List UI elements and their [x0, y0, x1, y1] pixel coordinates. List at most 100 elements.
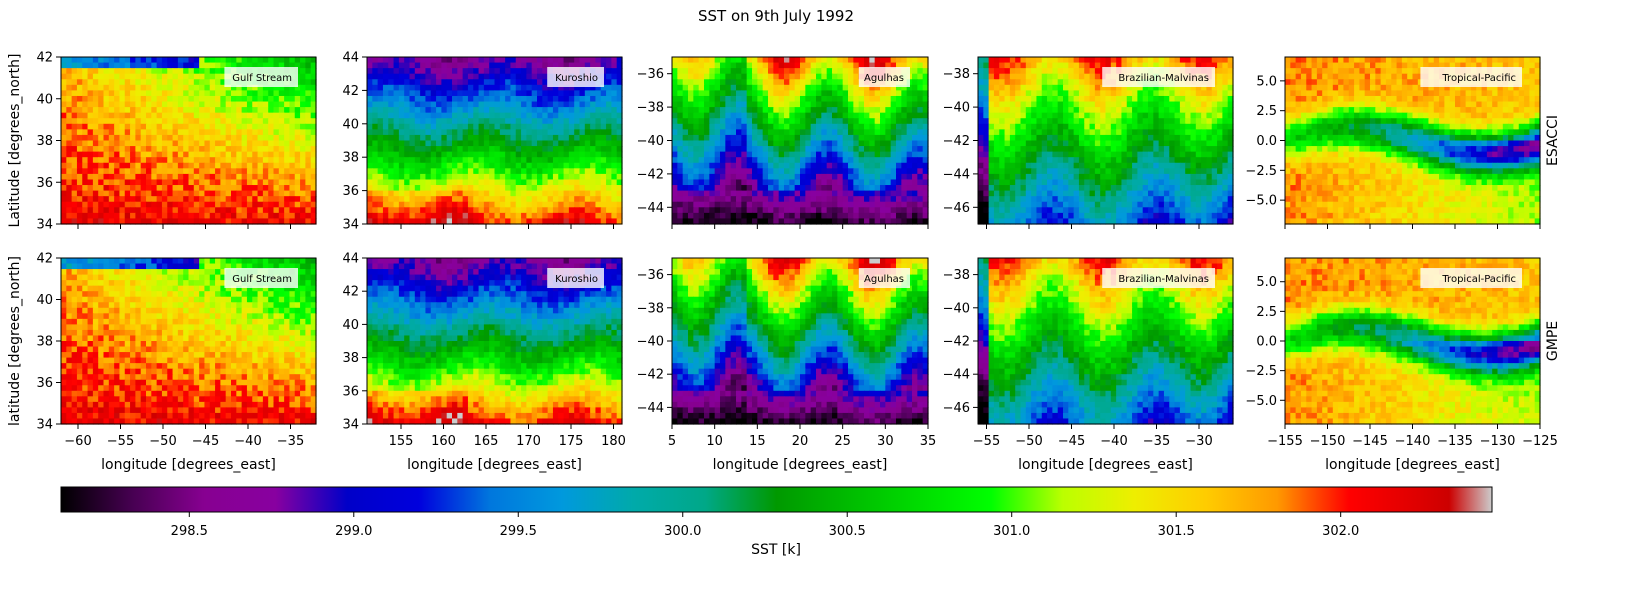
heatmap-cell [231, 196, 237, 203]
heatmap-cell [236, 179, 243, 186]
heatmap-cell [880, 134, 886, 142]
heatmap-cell [209, 118, 216, 125]
heatmap-cell [300, 90, 306, 97]
heatmap-cell [563, 95, 570, 103]
heatmap-cell [526, 162, 533, 169]
heatmap-cell [124, 173, 131, 181]
heatmap-cell [409, 162, 416, 169]
heatmap-cell [574, 157, 581, 164]
heatmap-cell [246, 57, 253, 64]
heatmap-cell [377, 196, 384, 203]
heatmap-cell [289, 173, 296, 181]
heatmap-cell [494, 173, 501, 181]
heatmap-cell [1110, 107, 1117, 114]
heatmap-cell [778, 79, 785, 86]
heatmap-cell [130, 123, 136, 130]
heatmap-cell [489, 218, 496, 225]
heatmap-cell [842, 201, 849, 208]
y-tick-label: 36 [342, 184, 359, 199]
heatmap-cell [114, 57, 121, 64]
heatmap-cell [294, 212, 301, 220]
heatmap-cell [241, 185, 248, 192]
heatmap-cell [161, 129, 168, 136]
heatmap-cell [901, 190, 908, 197]
heatmap-cell [382, 112, 389, 119]
heatmap-cell [1179, 90, 1186, 97]
heatmap-cell [848, 218, 854, 225]
heatmap-cell [473, 118, 480, 125]
heatmap-cell [278, 179, 285, 186]
heatmap-cell [268, 140, 275, 147]
heatmap-cell [1195, 62, 1202, 69]
heatmap-cell [762, 73, 769, 80]
heatmap-cell [906, 57, 913, 64]
heatmap-cell [848, 140, 854, 147]
heatmap-cell [537, 218, 543, 225]
heatmap-cell [98, 179, 105, 186]
heatmap-cell [1025, 84, 1032, 91]
heatmap-cell [499, 185, 506, 192]
heatmap-cell [268, 101, 275, 108]
heatmap-cell [725, 212, 732, 220]
heatmap-cell [246, 146, 253, 153]
heatmap-cell [305, 179, 312, 186]
heatmap-cell [294, 196, 301, 203]
heatmap-cell [156, 134, 163, 142]
heatmap-cell [746, 173, 753, 181]
heatmap-cell [151, 212, 158, 220]
heatmap-cell [531, 157, 538, 164]
heatmap-cell [82, 173, 89, 181]
heatmap-cell [720, 173, 726, 181]
heatmap-cell [521, 157, 527, 164]
heatmap-cell [1227, 95, 1234, 103]
heatmap-cell [606, 123, 612, 130]
heatmap-cell [199, 190, 206, 197]
heatmap-cell [231, 173, 237, 181]
heatmap-cell [98, 57, 105, 64]
heatmap-cell [436, 201, 442, 208]
heatmap-cell [1163, 107, 1170, 114]
heatmap-cell [1004, 62, 1011, 69]
heatmap-cell [457, 196, 464, 203]
heatmap-cell [278, 62, 285, 69]
heatmap-cell [858, 90, 865, 97]
heatmap-cell [257, 151, 264, 158]
heatmap-cell [1153, 107, 1160, 114]
heatmap-cell [1142, 118, 1149, 125]
heatmap-cell [393, 68, 400, 75]
heatmap-cell [568, 162, 575, 169]
heatmap-cell [810, 118, 817, 125]
heatmap-cell [151, 95, 158, 103]
heatmap-cell [606, 212, 612, 220]
heatmap-cell [768, 196, 774, 203]
heatmap-cell [515, 162, 522, 169]
heatmap-cell [393, 190, 400, 197]
heatmap-cell [499, 218, 506, 225]
heatmap-cell [76, 146, 83, 153]
heatmap-cell [167, 196, 174, 203]
heatmap-cell [377, 62, 384, 69]
heatmap-cell [130, 218, 136, 225]
heatmap-cell [82, 151, 89, 158]
heatmap-cell [880, 162, 886, 169]
heatmap-cell [225, 90, 232, 97]
heatmap-cell [890, 62, 897, 69]
heatmap-cell [794, 123, 801, 130]
heatmap-cell [489, 190, 496, 197]
heatmap-cell [82, 207, 89, 214]
heatmap-cell [714, 118, 721, 125]
heatmap-cell [172, 68, 179, 75]
heatmap-cell [547, 168, 554, 175]
heatmap-cell [146, 190, 152, 197]
heatmap-cell [446, 173, 453, 181]
heatmap-cell [87, 79, 94, 86]
heatmap-cell [672, 168, 678, 175]
heatmap-cell [746, 218, 753, 225]
heatmap-cell [901, 185, 908, 192]
heatmap-cell [246, 179, 253, 186]
heatmap-cell [457, 179, 464, 186]
heatmap-cell [1100, 112, 1107, 119]
heatmap-cell [177, 151, 184, 158]
heatmap-cell [420, 84, 427, 91]
heatmap-cell [730, 57, 737, 64]
